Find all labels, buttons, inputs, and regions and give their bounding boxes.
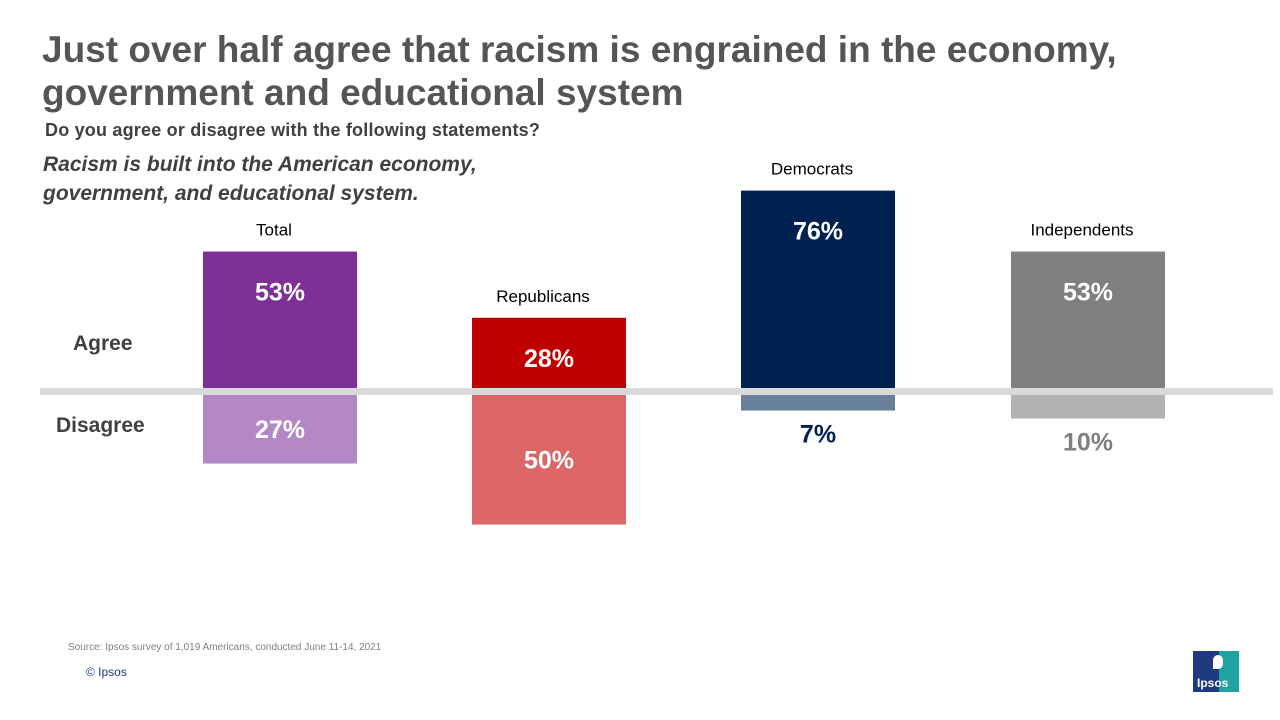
survey-question: Do you agree or disagree with the follow… [45,120,541,140]
disagree-value-label-republicans: 50% [524,446,574,474]
source-note: Source: Ipsos survey of 1,019 Americans,… [68,642,382,653]
agree-value-label-democrats: 76% [793,218,843,246]
disagree-value-label-democrats: 7% [800,421,836,449]
copyright: © Ipsos [86,665,127,679]
agree-bar-total [203,251,357,392]
page-title: Just over half agree that racism is engr… [42,29,1117,113]
agree-bar-republicans [472,317,626,392]
disagree-row-label: Disagree [56,414,145,437]
zero-baseline [40,388,1273,395]
ipsos-logo: Ipsos [1193,651,1239,692]
agree-value-label-independents: 53% [1063,279,1113,307]
agree-value-label-republicans: 28% [524,345,574,373]
category-label-independents: Independents [1030,221,1133,240]
disagree-bar-republicans [472,392,626,525]
agree-bar-democrats [741,190,895,392]
category-label-total: Total [256,221,292,240]
logo-mark-icon [1213,655,1223,669]
logo-text: Ipsos [1197,676,1229,690]
survey-statement: Racism is built into the American econom… [43,153,477,205]
category-label-democrats: Democrats [771,160,853,179]
disagree-value-label-independents: 10% [1063,429,1113,457]
logo-teal-block [1219,651,1239,692]
category-label-republicans: Republicans [496,287,590,306]
disagree-value-label-total: 27% [255,416,305,444]
disagree-bar-independents [1011,392,1165,419]
disagree-bar-total [203,392,357,464]
agree-bar-independents [1011,251,1165,392]
agree-row-label: Agree [73,332,133,355]
agree-value-label-total: 53% [255,279,305,307]
disagree-bar-democrats [741,392,895,411]
